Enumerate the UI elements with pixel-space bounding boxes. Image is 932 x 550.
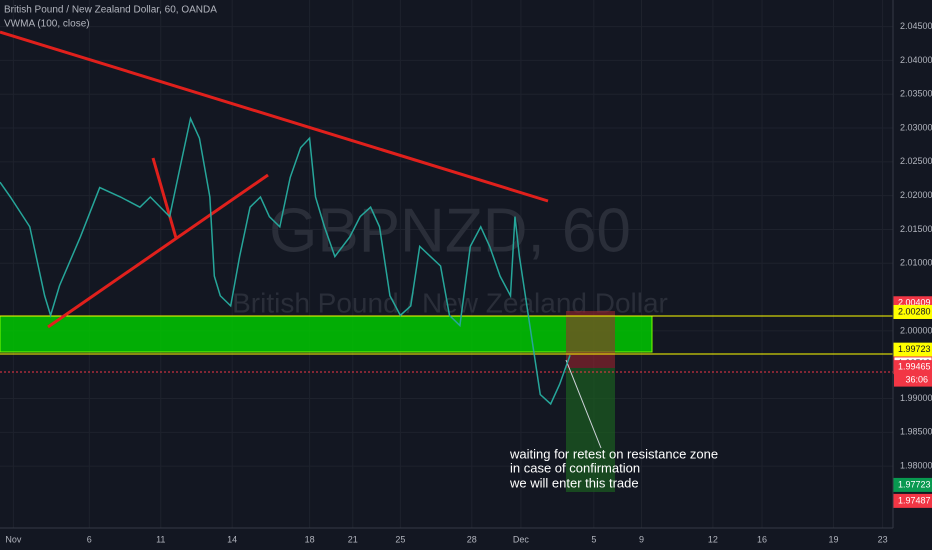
y-tick-label: 2.01500 — [900, 224, 932, 234]
x-tick-label: Nov — [5, 534, 22, 544]
x-tick-label: 18 — [305, 534, 315, 544]
y-tick-label: 2.03500 — [900, 89, 932, 99]
y-tick-label: 2.04500 — [900, 21, 932, 31]
x-tick-label: 21 — [348, 534, 358, 544]
price-tag — [893, 304, 932, 319]
x-tick-label: Dec — [513, 534, 530, 544]
series-layer — [0, 116, 571, 406]
countdown-tag — [894, 373, 932, 387]
axes: 2.04500 2.04000 2.03500 2.03000 2.02500 2.020… — [5, 21, 932, 544]
price-tag-label: 1.97487 — [898, 495, 931, 505]
price-tag-label: 1.97723 — [898, 479, 931, 489]
stop-zone — [566, 311, 615, 368]
watermark-symbol: GBPNZD, 60 — [269, 196, 631, 265]
annotation-line: in case of confirmation — [510, 460, 640, 475]
trend-line — [151, 157, 178, 239]
x-tick-label: 19 — [828, 534, 838, 544]
price-tag — [893, 342, 932, 357]
price-tag-label: 2.00280 — [898, 306, 931, 316]
price-line — [0, 116, 571, 406]
x-tick-label: 28 — [467, 534, 477, 544]
x-tick-label: 23 — [878, 534, 888, 544]
trend-line — [47, 173, 269, 329]
price-tag — [893, 477, 932, 492]
price-tag-label: 1.99465 — [898, 361, 931, 371]
y-tick-label: 2.03000 — [900, 122, 932, 132]
indicator-label: VWMA (100, close) — [4, 19, 90, 30]
x-tick-label: 6 — [87, 534, 92, 544]
annotation-line: we will enter this trade — [509, 475, 639, 490]
x-tick-label: 25 — [395, 534, 405, 544]
x-tick-label: 5 — [591, 534, 596, 544]
y-tick-label: 1.98000 — [900, 461, 932, 471]
price-tag — [893, 493, 932, 508]
x-tick-label: 9 — [639, 534, 644, 544]
x-tick-label: 11 — [156, 534, 165, 544]
countdown: 36:06 — [905, 374, 928, 384]
y-tick-label: 1.98500 — [900, 427, 932, 437]
price-tag-label: 1.99723 — [898, 344, 931, 354]
callout-line — [565, 359, 602, 449]
symbol-title: British Pound / New Zealand Dollar, 60, … — [4, 5, 217, 16]
y-tick-label: 2.01000 — [900, 258, 932, 268]
x-tick-label: 12 — [708, 534, 718, 544]
y-tick-label: 2.00000 — [900, 325, 932, 335]
price-tag-label: 2.00409 — [898, 298, 931, 308]
x-tick-label: 16 — [757, 534, 767, 544]
y-tick-label: 2.02500 — [900, 156, 932, 166]
y-tick-label: 2.04000 — [900, 55, 932, 65]
x-tick-label: 14 — [227, 534, 237, 544]
y-tick-label: 1.99000 — [900, 393, 932, 403]
target-zone — [566, 368, 615, 492]
resistance-zone — [0, 315, 653, 353]
annotation-line: waiting for retest on resistance zone — [509, 446, 718, 461]
y-tick-label: 2.02000 — [900, 190, 932, 200]
trend-line — [0, 30, 549, 203]
